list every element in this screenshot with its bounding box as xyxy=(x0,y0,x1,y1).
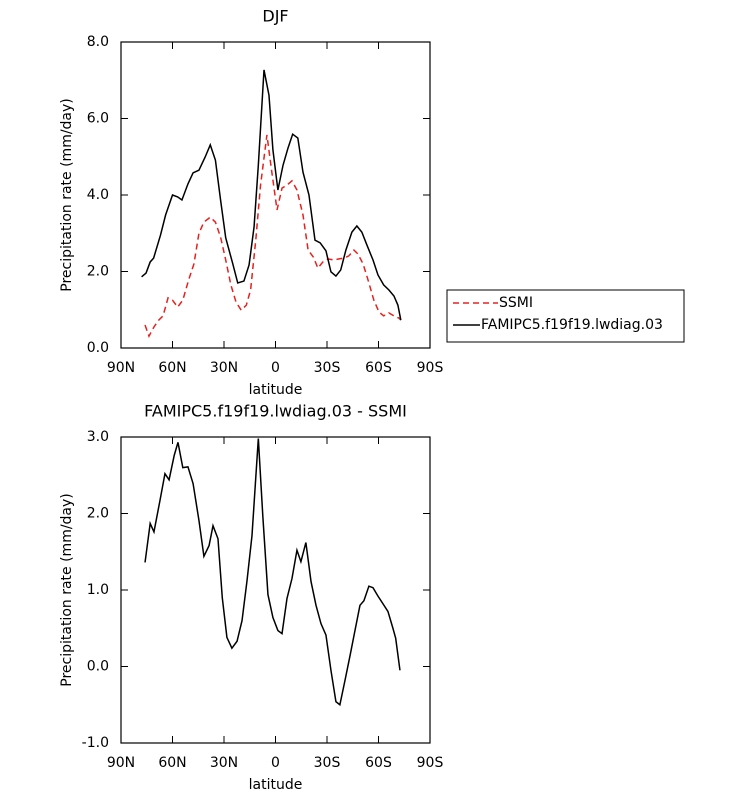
y-tick-label: 4.0 xyxy=(87,187,109,203)
legend-box xyxy=(446,289,685,343)
chart-title: DJF xyxy=(262,7,288,26)
x-axis-label: latitude xyxy=(249,777,303,793)
data-line xyxy=(144,438,401,707)
y-tick-label: 1.0 xyxy=(87,582,109,598)
x-tick-label: 60N xyxy=(158,360,186,376)
y-tick-label: 8.0 xyxy=(87,34,109,50)
data-line xyxy=(144,134,402,338)
plot-frame xyxy=(120,436,431,744)
y-tick-label: -1.0 xyxy=(82,735,109,751)
y-tick-label: 0.0 xyxy=(87,659,109,675)
y-tick-label: 2.0 xyxy=(87,264,109,280)
y-tick-label: 6.0 xyxy=(87,111,109,127)
x-tick-label: 90N xyxy=(107,755,135,771)
x-tick-label: 90S xyxy=(417,755,444,771)
y-tick-label: 2.0 xyxy=(87,506,109,522)
y-axis-label: Precipitation rate (mm/day) xyxy=(59,493,75,687)
x-tick-label: 90N xyxy=(107,360,135,376)
x-tick-label: 90S xyxy=(417,360,444,376)
y-axis-label: Precipitation rate (mm/day) xyxy=(59,98,75,292)
x-tick-label: 30N xyxy=(210,360,238,376)
x-tick-label: 30S xyxy=(314,755,341,771)
x-tick-label: 30S xyxy=(314,360,341,376)
x-tick-label: 0 xyxy=(271,360,280,376)
x-axis-label: latitude xyxy=(249,382,303,398)
legend-label: SSMI xyxy=(499,295,533,311)
chart-title: FAMIPC5.f19f19.lwdiag.03 - SSMI xyxy=(144,402,407,421)
y-tick-label: 3.0 xyxy=(87,429,109,445)
legend-label: FAMIPC5.f19f19.lwdiag.03 xyxy=(481,317,663,333)
x-tick-label: 60S xyxy=(365,360,392,376)
x-tick-label: 30N xyxy=(210,755,238,771)
x-tick-label: 60N xyxy=(158,755,186,771)
x-tick-label: 60S xyxy=(365,755,392,771)
x-tick-label: 0 xyxy=(271,755,280,771)
data-line xyxy=(141,69,402,321)
y-tick-label: 0.0 xyxy=(87,340,109,356)
